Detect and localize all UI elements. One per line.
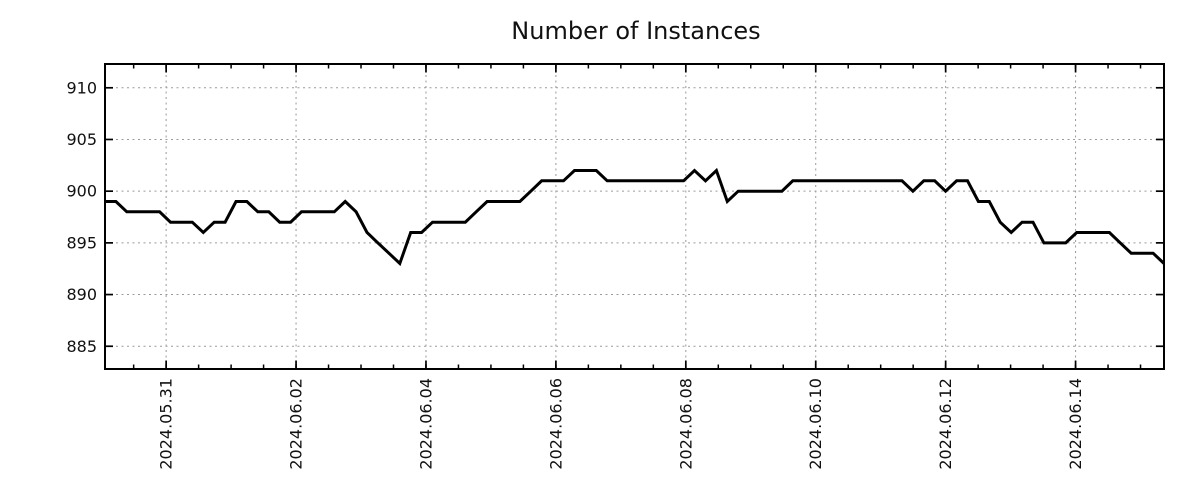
plot-border — [104, 63, 1165, 370]
y-tick-label: 895 — [66, 233, 97, 252]
series-layer — [105, 167, 1166, 267]
x-tick-label: 2024.06.14 — [1066, 378, 1085, 470]
x-tick-label: 2024.06.02 — [287, 378, 306, 470]
y-tick-label: 890 — [66, 285, 97, 304]
x-tick-label: 2024.06.06 — [546, 378, 565, 470]
y-tick-label: 910 — [66, 78, 97, 97]
grid-layer — [105, 64, 1164, 369]
axis-labels: 885 890 895 900 905 910 2024.05.31 2024.06.02 20… — [66, 78, 1085, 469]
x-tick-label: 2024.06.04 — [416, 378, 435, 470]
x-tick-label: 2024.06.12 — [936, 378, 955, 470]
x-tick-label: 2024.06.08 — [676, 378, 695, 470]
chart-title: Number of Instances — [511, 17, 760, 45]
x-tick-label: 2024.05.31 — [157, 378, 176, 470]
y-tick-label: 905 — [66, 130, 97, 149]
y-tick-label: 900 — [66, 182, 97, 201]
axes — [104, 63, 1165, 370]
series-line-instances — [105, 167, 1166, 267]
y-tick-label: 885 — [66, 337, 97, 356]
x-tick-label: 2024.06.10 — [806, 378, 825, 470]
